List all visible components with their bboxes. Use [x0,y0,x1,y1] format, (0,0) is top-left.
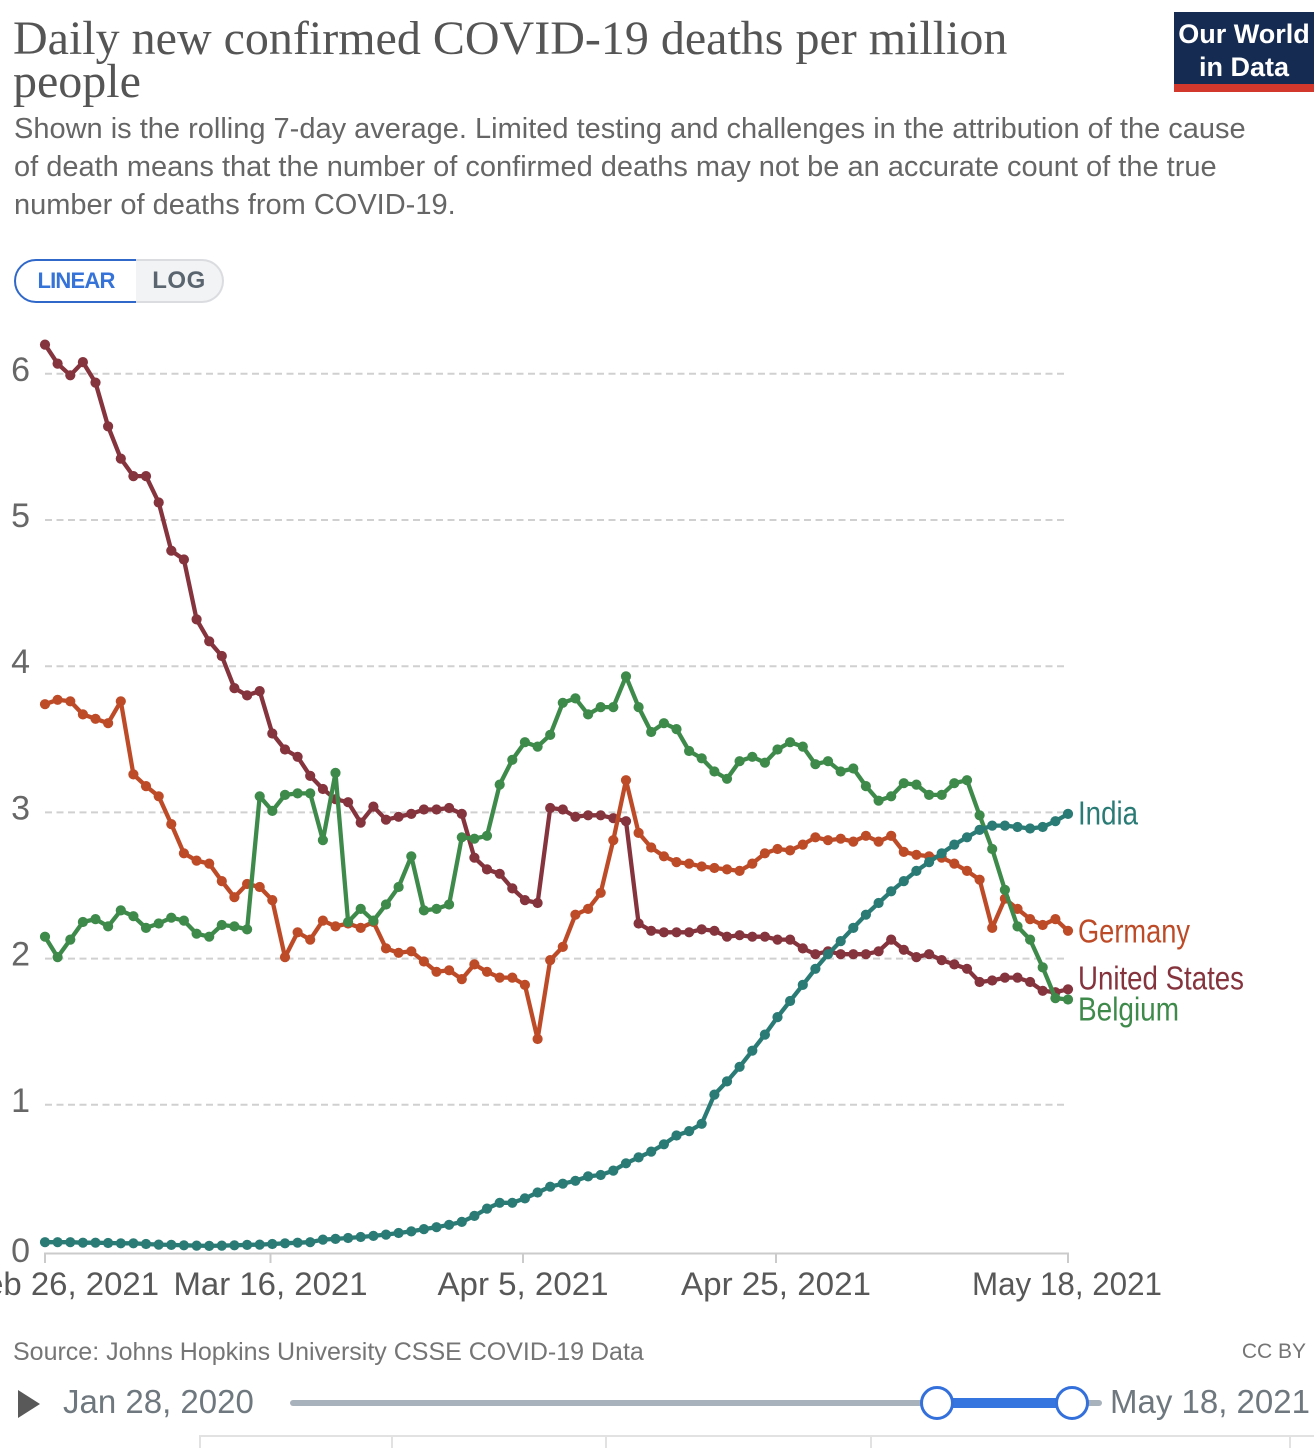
svg-text:Belgium: Belgium [1078,991,1179,1028]
svg-text:2: 2 [11,936,30,974]
svg-text:Germany: Germany [1078,913,1190,950]
svg-text:Feb 26, 2021: Feb 26, 2021 [0,1266,159,1302]
svg-text:May 18, 2021: May 18, 2021 [972,1266,1162,1302]
svg-text:3: 3 [11,789,30,827]
svg-text:0: 0 [11,1232,30,1270]
svg-text:4: 4 [11,643,30,681]
svg-text:India: India [1078,795,1139,832]
svg-text:5: 5 [11,497,30,535]
svg-text:Apr 5, 2021: Apr 5, 2021 [438,1266,609,1302]
svg-text:Mar 16, 2021: Mar 16, 2021 [174,1266,368,1302]
svg-text:United States: United States [1078,960,1244,997]
svg-text:1: 1 [11,1082,30,1120]
svg-text:Apr 25, 2021: Apr 25, 2021 [681,1266,871,1302]
svg-text:6: 6 [11,351,30,389]
